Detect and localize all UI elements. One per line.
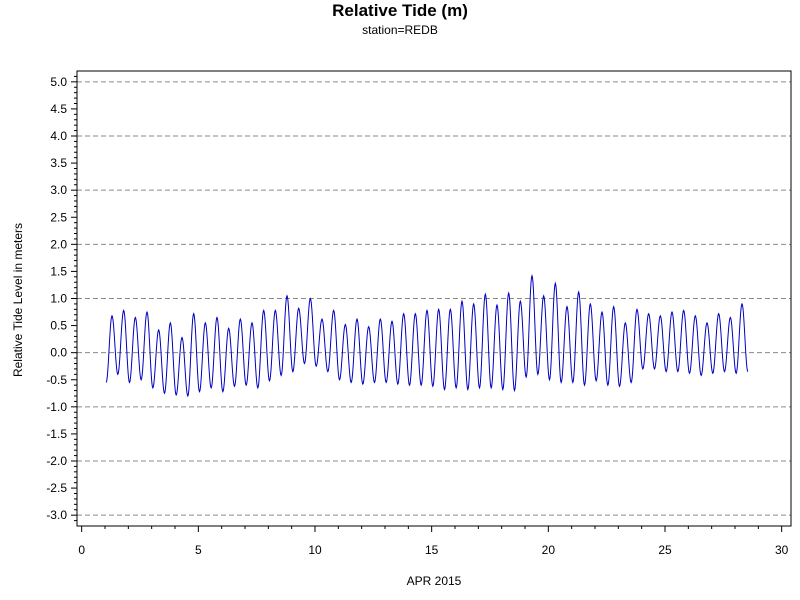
plot-frame (76, 70, 792, 527)
x-tick-label: 5 (195, 543, 202, 557)
y-tick-label: 0.0 (50, 346, 67, 360)
y-axis-label: Relative Tide Level in meters (11, 223, 25, 377)
grid-lines (77, 81, 791, 516)
y-tick-label: -1.5 (46, 427, 67, 441)
x-tick-label: 0 (78, 543, 85, 557)
x-tick-label: 20 (542, 543, 556, 557)
y-tick-label: 2.5 (50, 210, 67, 224)
axes: 5.0 4.5 4.0 3.5 3.0 2.5 2.0 1.5 1.0 0.5 0.0 -0.5 -1.… (46, 75, 788, 557)
tide-series-line (105, 273, 749, 398)
y-tick-label: -1.0 (46, 400, 67, 414)
x-tick-label: 25 (658, 543, 672, 557)
y-tick-label: 3.5 (50, 156, 67, 170)
y-tick-label: -3.0 (46, 508, 67, 522)
y-tick-label: 4.0 (50, 129, 67, 143)
y-tick-label: 0.5 (50, 319, 67, 333)
y-tick-label: 4.5 (50, 102, 67, 116)
chart-subtitle: station=REDB (362, 23, 438, 37)
y-tick-label: -2.0 (46, 454, 67, 468)
y-tick-label: 1.5 (50, 264, 67, 278)
y-tick-label: -2.5 (46, 481, 67, 495)
x-tick-label: 15 (425, 543, 439, 557)
y-tick-label: 5.0 (50, 75, 67, 89)
y-tick-label: 1.0 (50, 292, 67, 306)
x-tick-label: 10 (308, 543, 322, 557)
y-tick-label: 2.0 (50, 237, 67, 251)
series-layer (105, 273, 749, 398)
x-tick-label: 30 (775, 543, 789, 557)
chart-title: Relative Tide (m) (332, 1, 468, 20)
y-tick-label: -0.5 (46, 373, 67, 387)
x-axis-label: APR 2015 (407, 574, 462, 588)
y-tick-label: 3.0 (50, 183, 67, 197)
